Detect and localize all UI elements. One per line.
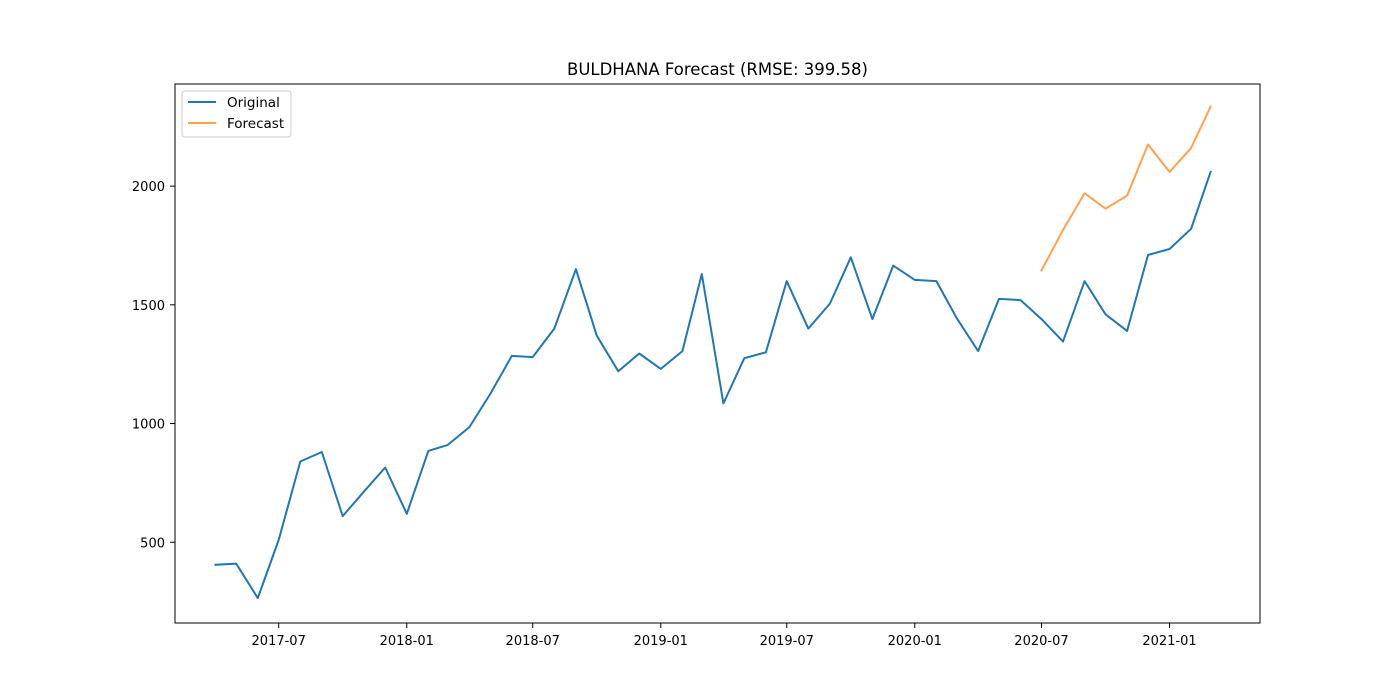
y-tick-label: 1000	[132, 418, 165, 433]
plot-frame	[174, 83, 1261, 624]
x-tick-label: 2019-01	[634, 634, 688, 649]
series-forecast	[1040, 105, 1212, 272]
x-tick-label: 2018-01	[380, 634, 434, 649]
series-layer	[214, 105, 1212, 600]
x-tick-label: 2020-07	[1014, 634, 1068, 649]
x-tick-label: 2019-07	[760, 634, 814, 649]
legend-label-original: Original	[227, 95, 280, 111]
series-line-original	[214, 170, 1212, 600]
y-axis: 500 1000 1500 2000	[132, 180, 175, 551]
x-tick-label: 2021-01	[1142, 634, 1196, 649]
legend: Original Forecast	[181, 90, 292, 138]
chart-title: BULDHANA Forecast (RMSE: 399.58)	[567, 60, 868, 79]
series-original	[214, 170, 1212, 600]
x-tick-label: 2018-07	[506, 634, 560, 649]
y-tick-label: 1500	[132, 299, 165, 314]
x-tick-label: 2017-07	[252, 634, 306, 649]
legend-label-forecast: Forecast	[227, 116, 284, 132]
series-line-forecast	[1040, 105, 1212, 272]
y-tick-label: 2000	[132, 180, 165, 195]
x-axis: 2017-07 2018-01 2018-07 2019-01 2019-07 2020-…	[252, 623, 1197, 649]
y-tick-label: 500	[140, 536, 165, 551]
x-tick-label: 2020-01	[888, 634, 942, 649]
